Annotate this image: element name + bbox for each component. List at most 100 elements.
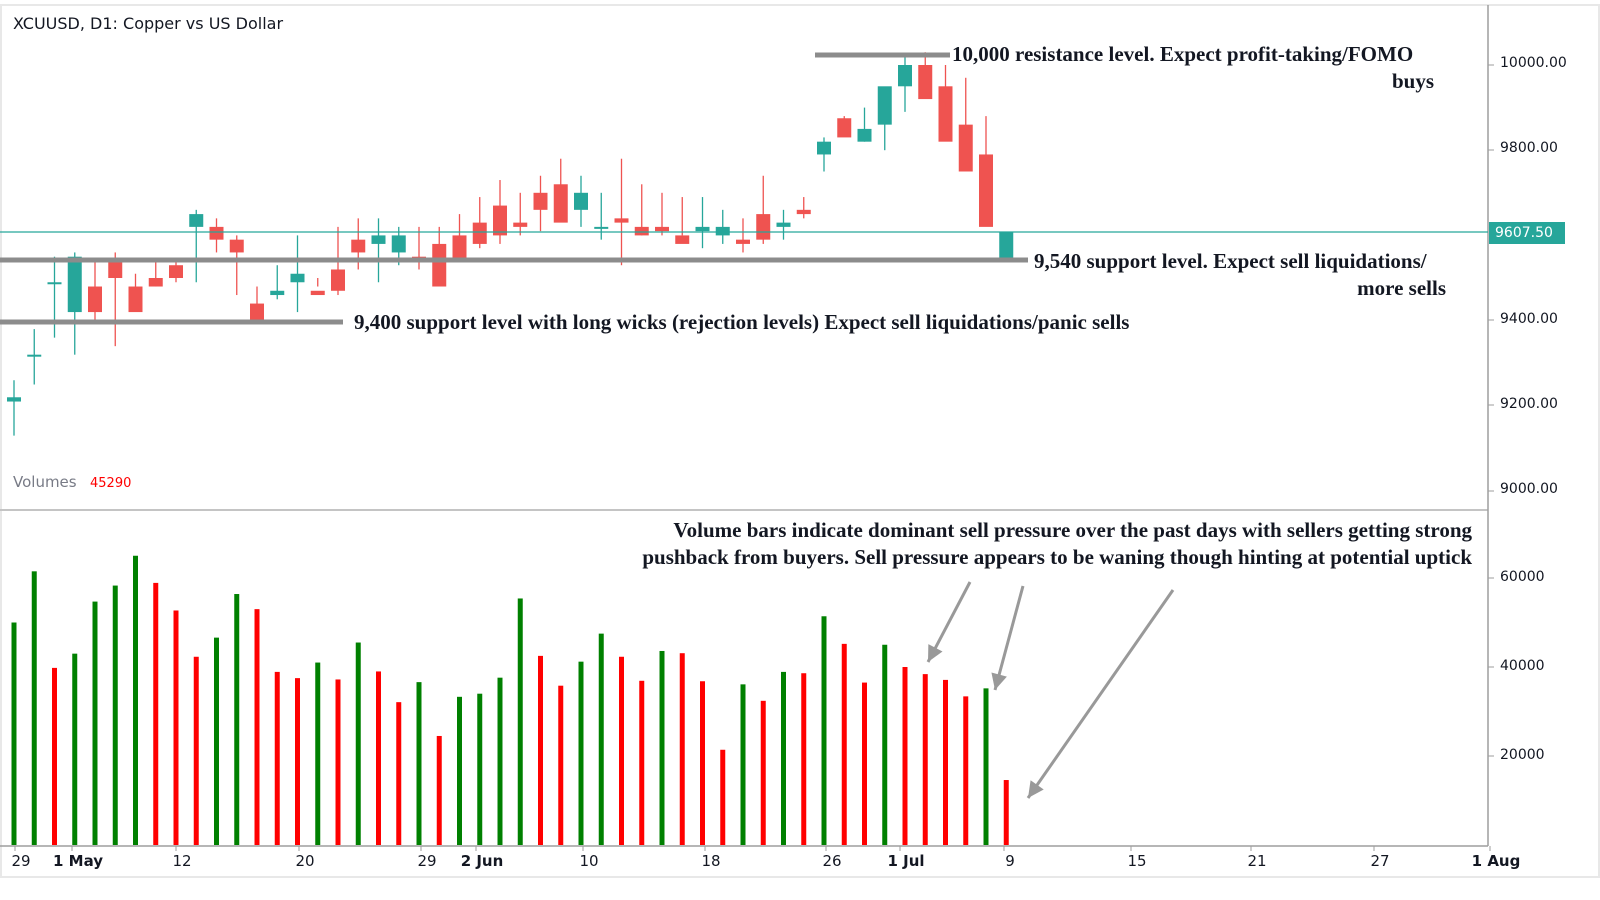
candle-body[interactable] xyxy=(108,260,123,278)
candle-body[interactable] xyxy=(979,154,993,227)
volume-bar[interactable] xyxy=(781,671,786,845)
candle-body[interactable] xyxy=(67,256,82,313)
volume-bar[interactable] xyxy=(619,656,624,845)
candle-body[interactable] xyxy=(331,269,345,291)
volume-bar[interactable] xyxy=(882,644,888,845)
candle-body[interactable] xyxy=(877,86,892,125)
candle-body[interactable] xyxy=(736,239,750,244)
candle-body[interactable] xyxy=(270,290,285,296)
volume-bar[interactable] xyxy=(193,656,199,845)
volume-bar[interactable] xyxy=(355,642,361,845)
volume-bar[interactable] xyxy=(841,643,847,845)
candle-body[interactable] xyxy=(715,226,730,236)
candle-body[interactable] xyxy=(614,218,629,223)
candle-body[interactable] xyxy=(958,124,973,172)
candle-body[interactable] xyxy=(169,265,183,278)
volume-bar[interactable] xyxy=(173,610,179,845)
candle-body[interactable] xyxy=(27,354,42,357)
volume-bar[interactable] xyxy=(700,681,705,845)
volume-bar[interactable] xyxy=(153,582,159,845)
candle-body[interactable] xyxy=(88,286,102,313)
volume-bar[interactable] xyxy=(31,571,37,845)
volume-bar[interactable] xyxy=(578,661,584,845)
candle-body[interactable] xyxy=(756,214,771,240)
candle-body[interactable] xyxy=(655,226,669,232)
candle-body[interactable] xyxy=(310,290,325,296)
volume-bar[interactable] xyxy=(821,616,827,845)
volume-bar[interactable] xyxy=(133,555,138,845)
volume-bar[interactable] xyxy=(1003,780,1009,845)
candle-body[interactable] xyxy=(128,286,143,313)
volume-bar[interactable] xyxy=(92,601,98,845)
candle-body[interactable] xyxy=(938,86,953,142)
candle-body[interactable] xyxy=(148,278,163,287)
candle-body[interactable] xyxy=(290,273,305,283)
volume-bar[interactable] xyxy=(214,637,219,845)
candle-body[interactable] xyxy=(371,235,386,244)
volume-bar[interactable] xyxy=(740,684,746,845)
volume-bar[interactable] xyxy=(234,594,240,845)
candle-body[interactable] xyxy=(472,222,487,244)
volume-bar[interactable] xyxy=(11,622,17,846)
candle-body[interactable] xyxy=(574,192,588,210)
candle-body[interactable] xyxy=(857,128,872,142)
volume-bar[interactable] xyxy=(558,685,564,845)
volume-bar[interactable] xyxy=(598,633,604,845)
volume-bar[interactable] xyxy=(477,693,483,845)
volume-bar[interactable] xyxy=(52,667,57,845)
volume-bar[interactable] xyxy=(679,653,685,845)
volume-bar[interactable] xyxy=(639,680,645,845)
volume-bar[interactable] xyxy=(335,679,341,845)
volume-bar[interactable] xyxy=(274,671,280,845)
candle-body[interactable] xyxy=(7,397,21,402)
volume-bar[interactable] xyxy=(902,667,908,845)
candle-body[interactable] xyxy=(189,214,204,227)
candle-body[interactable] xyxy=(594,226,609,229)
volume-bar[interactable] xyxy=(538,655,543,845)
candle-body[interactable] xyxy=(209,226,224,240)
volume-bar[interactable] xyxy=(416,682,422,845)
candle-body[interactable] xyxy=(776,222,791,227)
volume-bar[interactable] xyxy=(254,609,260,845)
volume-bar[interactable] xyxy=(457,696,462,845)
volume-bar[interactable] xyxy=(801,673,807,845)
candle-body[interactable] xyxy=(493,205,507,236)
volume-bar[interactable] xyxy=(497,677,503,845)
candle-body[interactable] xyxy=(553,184,568,223)
volume-bar[interactable] xyxy=(760,700,766,845)
volume-bar[interactable] xyxy=(943,679,948,845)
volume-bar[interactable] xyxy=(659,650,665,845)
candle-body[interactable] xyxy=(817,141,831,155)
volume-bar[interactable] xyxy=(517,598,523,845)
candle-body[interactable] xyxy=(796,209,811,215)
candle-body[interactable] xyxy=(898,65,912,87)
candle-body[interactable] xyxy=(452,235,467,261)
volume-bar[interactable] xyxy=(112,585,118,845)
volume-bar[interactable] xyxy=(963,696,969,845)
volume-bar[interactable] xyxy=(376,671,381,845)
candle-body[interactable] xyxy=(675,235,690,244)
candle-body[interactable] xyxy=(695,226,710,232)
candle-body[interactable] xyxy=(634,226,649,236)
volume-bar[interactable] xyxy=(436,735,442,845)
candle-body[interactable] xyxy=(229,239,244,253)
candle-body[interactable] xyxy=(351,239,366,253)
volume-bar[interactable] xyxy=(396,702,402,845)
candle-body[interactable] xyxy=(47,282,62,285)
volume-bar[interactable] xyxy=(315,662,321,845)
candle-body[interactable] xyxy=(250,303,264,321)
candle-body[interactable] xyxy=(837,118,852,138)
volume-bar[interactable] xyxy=(862,682,867,845)
candle-body[interactable] xyxy=(432,243,447,287)
volume-bar[interactable] xyxy=(72,653,78,845)
candle-body[interactable] xyxy=(533,192,548,210)
candle-body[interactable] xyxy=(391,235,406,253)
volume-bar[interactable] xyxy=(720,749,726,845)
volume-bar[interactable] xyxy=(922,674,928,845)
candle-body[interactable] xyxy=(513,222,528,227)
candle-body[interactable] xyxy=(918,65,933,100)
volume-bar[interactable] xyxy=(983,688,989,845)
candle-body[interactable] xyxy=(999,232,1014,261)
volume-bar[interactable] xyxy=(295,678,300,845)
